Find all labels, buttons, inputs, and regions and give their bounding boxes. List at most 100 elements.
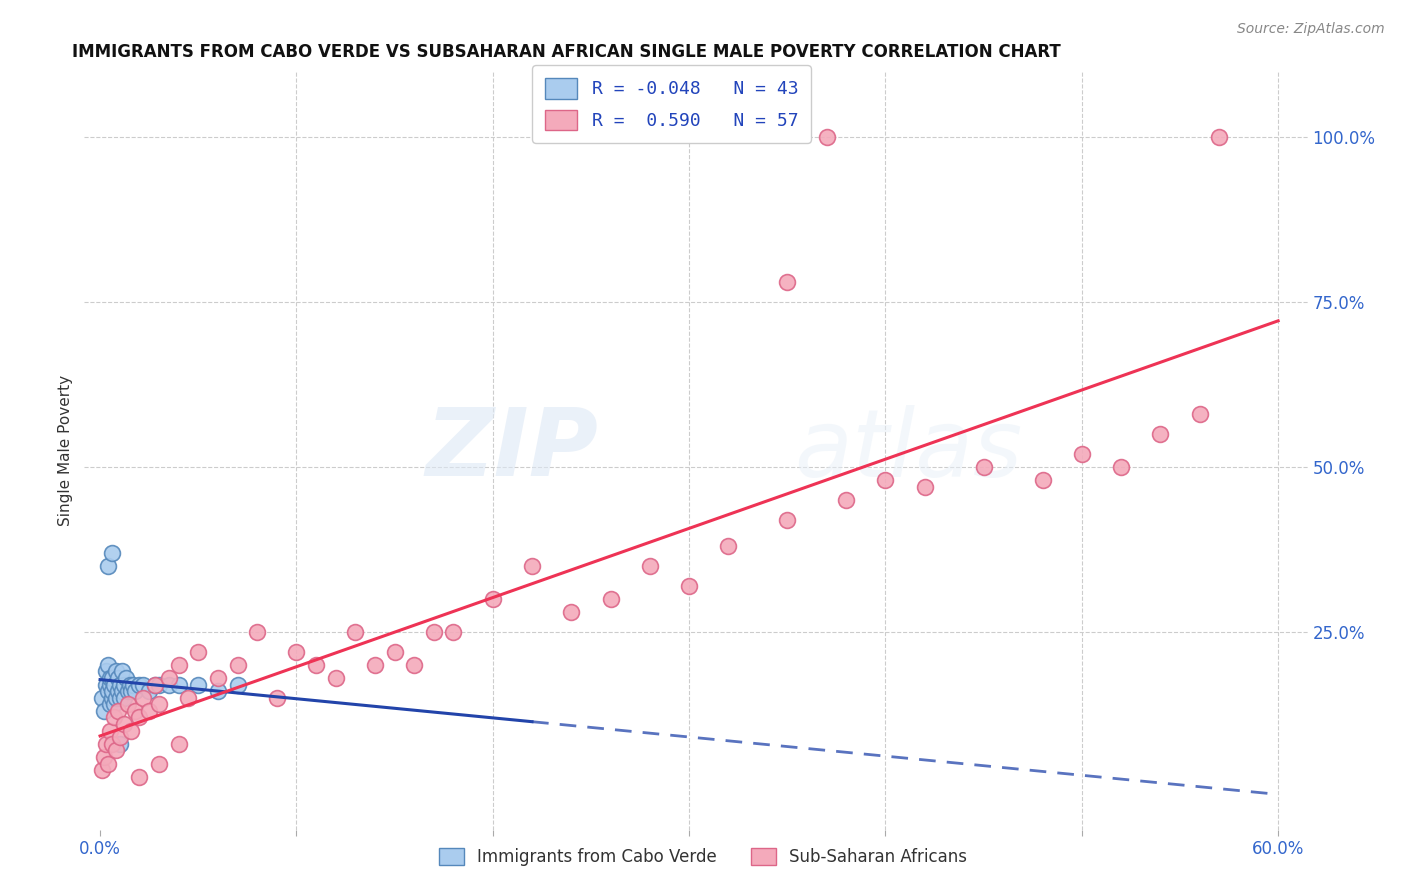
Point bbox=[305, 657, 328, 672]
Point bbox=[384, 644, 406, 658]
Point bbox=[101, 546, 124, 560]
Point bbox=[104, 743, 127, 757]
Point bbox=[167, 677, 190, 691]
Point bbox=[107, 684, 129, 698]
Point bbox=[91, 690, 114, 705]
Point bbox=[560, 605, 582, 619]
Point bbox=[717, 539, 740, 553]
Text: atlas: atlas bbox=[794, 405, 1022, 496]
Point bbox=[325, 671, 347, 685]
Point bbox=[111, 665, 134, 679]
Point bbox=[128, 677, 150, 691]
Point bbox=[148, 698, 170, 712]
Point bbox=[98, 671, 121, 685]
Point bbox=[520, 558, 543, 573]
Point bbox=[138, 704, 160, 718]
Point bbox=[98, 698, 121, 712]
Point bbox=[1109, 459, 1132, 474]
Point bbox=[187, 677, 209, 691]
Point bbox=[94, 677, 117, 691]
Point bbox=[112, 690, 135, 705]
Point bbox=[107, 704, 129, 718]
Point bbox=[443, 624, 465, 639]
Point bbox=[143, 677, 166, 691]
Point bbox=[124, 684, 146, 698]
Point bbox=[117, 684, 139, 698]
Point bbox=[776, 513, 799, 527]
Point bbox=[167, 657, 190, 672]
Point bbox=[1208, 130, 1230, 145]
Point bbox=[117, 698, 139, 712]
Point bbox=[132, 690, 155, 705]
Point bbox=[112, 717, 135, 731]
Y-axis label: Single Male Poverty: Single Male Poverty bbox=[58, 375, 73, 526]
Point bbox=[121, 723, 143, 738]
Point bbox=[101, 671, 124, 685]
Point bbox=[1149, 427, 1171, 442]
Point bbox=[187, 644, 209, 658]
Point bbox=[266, 690, 288, 705]
Point bbox=[148, 756, 170, 771]
Point bbox=[226, 677, 249, 691]
Point bbox=[344, 624, 367, 639]
Point bbox=[207, 684, 229, 698]
Point bbox=[93, 704, 115, 718]
Point bbox=[128, 710, 150, 724]
Point bbox=[94, 737, 117, 751]
Point bbox=[364, 657, 387, 672]
Point bbox=[914, 480, 936, 494]
Point bbox=[112, 677, 135, 691]
Point bbox=[108, 677, 131, 691]
Point bbox=[108, 737, 131, 751]
Point bbox=[97, 684, 120, 698]
Point bbox=[128, 770, 150, 784]
Point bbox=[97, 657, 120, 672]
Text: Source: ZipAtlas.com: Source: ZipAtlas.com bbox=[1237, 22, 1385, 37]
Point bbox=[246, 624, 269, 639]
Point bbox=[143, 677, 166, 691]
Point bbox=[423, 624, 446, 639]
Point bbox=[97, 756, 120, 771]
Point bbox=[97, 558, 120, 573]
Point bbox=[101, 684, 124, 698]
Point bbox=[638, 558, 661, 573]
Point bbox=[94, 665, 117, 679]
Point bbox=[157, 677, 180, 691]
Point bbox=[93, 750, 115, 764]
Point bbox=[678, 579, 700, 593]
Point bbox=[207, 671, 229, 685]
Point bbox=[103, 710, 125, 724]
Point bbox=[835, 492, 858, 507]
Point bbox=[108, 690, 131, 705]
Point bbox=[481, 591, 503, 606]
Point bbox=[138, 684, 160, 698]
Point bbox=[107, 671, 129, 685]
Point bbox=[1031, 473, 1053, 487]
Point bbox=[104, 665, 127, 679]
Point bbox=[167, 737, 190, 751]
Legend: Immigrants from Cabo Verde, Sub-Saharan Africans: Immigrants from Cabo Verde, Sub-Saharan … bbox=[430, 840, 976, 875]
Point bbox=[973, 459, 995, 474]
Point bbox=[157, 671, 180, 685]
Point bbox=[114, 671, 136, 685]
Text: ZIP: ZIP bbox=[425, 404, 598, 497]
Point bbox=[1070, 447, 1092, 461]
Point bbox=[148, 677, 170, 691]
Point bbox=[122, 677, 145, 691]
Point bbox=[285, 644, 308, 658]
Point bbox=[404, 657, 426, 672]
Point bbox=[101, 690, 124, 705]
Point bbox=[103, 677, 125, 691]
Point bbox=[98, 677, 121, 691]
Point bbox=[177, 690, 200, 705]
Point bbox=[91, 763, 114, 777]
Point bbox=[104, 690, 127, 705]
Point bbox=[118, 677, 141, 691]
Point bbox=[226, 657, 249, 672]
Point bbox=[1188, 407, 1211, 421]
Point bbox=[815, 130, 838, 145]
Point bbox=[599, 591, 621, 606]
Legend: R = -0.048   N = 43, R =  0.590   N = 57: R = -0.048 N = 43, R = 0.590 N = 57 bbox=[531, 65, 811, 143]
Point bbox=[875, 473, 897, 487]
Point bbox=[101, 737, 124, 751]
